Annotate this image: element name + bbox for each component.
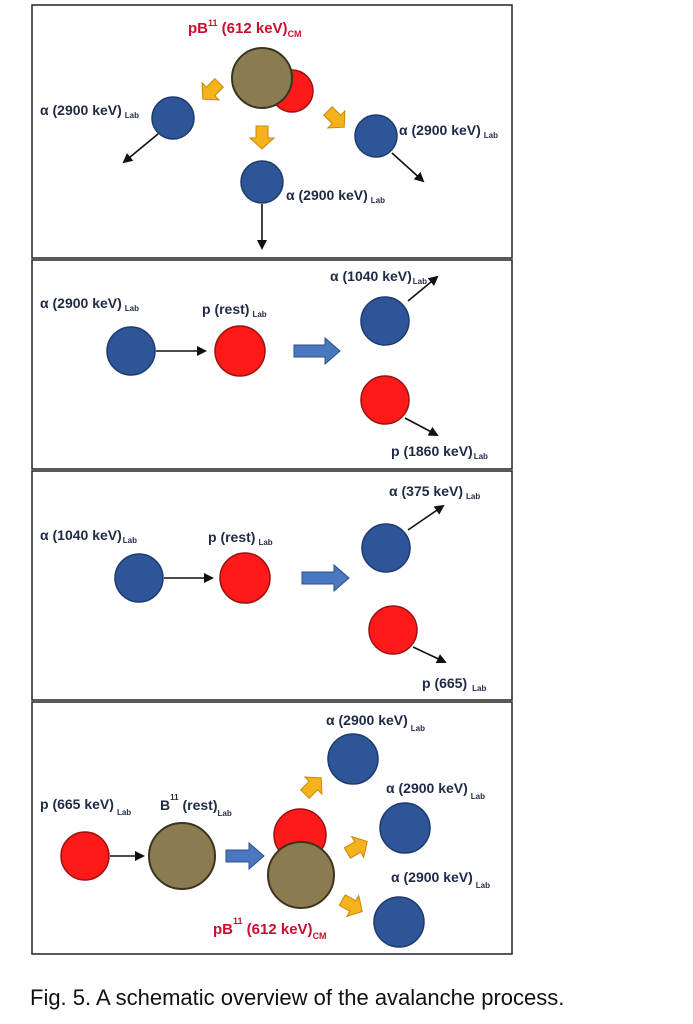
pb11-cm-label: pB11 (612 keV)CM	[188, 18, 302, 39]
proton-out-label: p (665) Lab	[422, 675, 486, 693]
boron-ball-fusing	[267, 841, 335, 909]
alpha-low-label: α (2900 keV)Lab	[391, 869, 490, 890]
alpha-ball-top	[327, 733, 379, 785]
proton-outgoing-trajectory	[412, 646, 447, 664]
alpha-trajectory-right	[391, 152, 425, 183]
momentum-arrow-left	[201, 77, 225, 101]
alpha-ball-incoming	[114, 553, 164, 603]
momentum-arrow-down	[248, 125, 276, 150]
proton-rest-label: p (rest) Lab	[202, 301, 267, 319]
alpha-ball-outgoing	[360, 296, 410, 346]
momentum-arrow-right	[322, 105, 346, 129]
panel-second-collision: α (1040 keV)Lab p (rest) Lab α (375 keV) L…	[31, 470, 513, 701]
alpha-ball-outgoing	[361, 523, 411, 573]
proton-rest-label: p (rest) Lab	[208, 529, 273, 547]
process-arrow	[301, 563, 350, 593]
alpha-left-label: α (2900 keV) Lab	[40, 102, 139, 120]
alpha-down-label: α (2900 keV) Lab	[286, 187, 385, 205]
alpha-right-label: α (2900 keV) Lab	[399, 122, 498, 140]
process-arrow	[293, 336, 341, 366]
alpha-ball-left	[151, 96, 195, 140]
panel-fusion-event: pB11 (612 keV)CM α (2900 keV) Lab α (2900…	[31, 4, 513, 259]
alpha-in-label: α (1040 keV)Lab	[40, 527, 137, 545]
alpha-outgoing-trajectory	[407, 504, 445, 531]
panel-4-frame	[31, 701, 513, 955]
proton-ball-rest	[214, 325, 266, 377]
panel-first-collision: α (2900 keV) Lab p (rest) Lab α (1040 keV)…	[31, 259, 513, 470]
proton-outgoing-trajectory	[404, 417, 439, 436]
proton-ball-outgoing	[368, 605, 418, 655]
alpha-out-label: α (375 keV) Lab	[389, 483, 480, 501]
alpha-ball-mid	[379, 802, 431, 854]
proton-ball-incoming	[60, 831, 110, 881]
figure-caption: Fig. 5. A schematic overview of the aval…	[30, 985, 565, 1010]
panel-1-frame	[31, 4, 513, 259]
alpha-top-label: α (2900 keV)Lab	[326, 712, 425, 733]
proton-in-label: p (665 keV)Lab	[40, 796, 131, 817]
boron-ball-rest	[148, 822, 216, 890]
momentum-arrow-down	[338, 894, 363, 918]
proton-ball-outgoing	[360, 375, 410, 425]
alpha-mid-label: α (2900 keV)Lab	[386, 780, 485, 801]
alpha-in-label: α (2900 keV) Lab	[40, 295, 139, 313]
alpha-ball-right	[354, 114, 398, 158]
pb11-cm-label: pB11 (612 keV)CM	[213, 916, 327, 941]
momentum-arrow-up	[299, 776, 323, 800]
alpha-out-label: α (1040 keV)Lab	[330, 268, 427, 286]
proton-out-label: p (1860 keV)Lab	[391, 443, 488, 461]
panel-new-fusion: α (2900 keV)Lab α (2900 keV)Lab α (2900 …	[31, 701, 513, 955]
proton-ball-rest	[219, 552, 271, 604]
alpha-ball-incoming	[106, 326, 156, 376]
alpha-trajectory-left	[122, 133, 159, 164]
panel-3-frame	[31, 470, 513, 701]
alpha-ball-down	[240, 160, 284, 204]
momentum-arrow-mid	[343, 835, 368, 859]
alpha-outgoing-trajectory	[407, 275, 439, 302]
boron-nucleus-ball	[231, 47, 293, 109]
process-arrow	[225, 841, 265, 871]
boron-rest-label: B11 (rest)Lab	[160, 793, 232, 818]
panel-2-frame	[31, 259, 513, 470]
alpha-ball-low	[373, 896, 425, 948]
